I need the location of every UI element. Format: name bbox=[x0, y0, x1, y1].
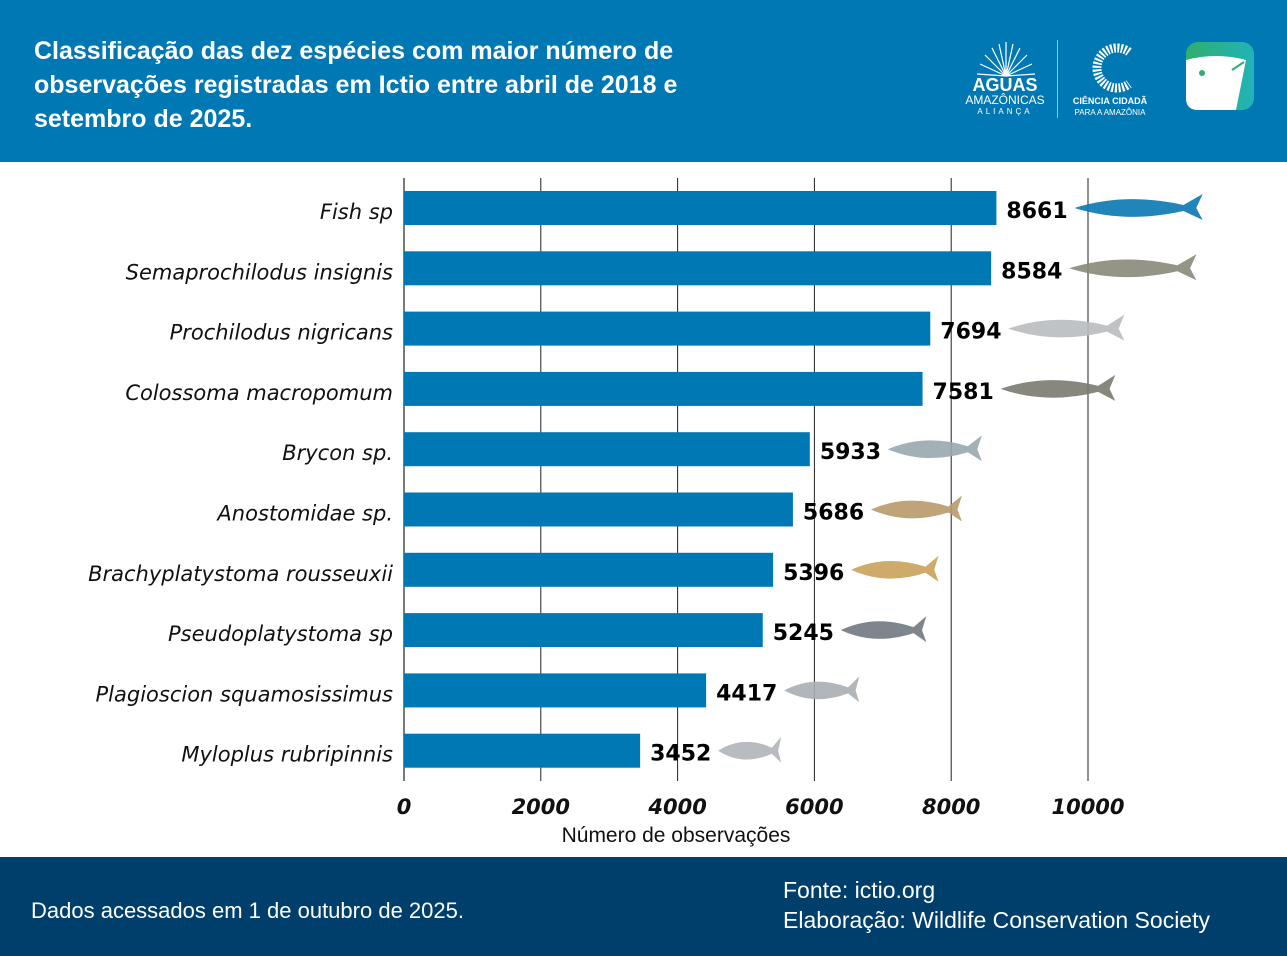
category-label: Fish sp bbox=[320, 200, 393, 224]
category-label: Colossoma macropomum bbox=[125, 381, 393, 405]
data-label: 7694 bbox=[940, 320, 1001, 345]
ciencia-logo-text: CIÊNCIA CIDADÃ bbox=[1072, 96, 1148, 106]
ciencia-cidada-logo-icon bbox=[1092, 43, 1132, 93]
fish-illustration-icon bbox=[1008, 314, 1125, 341]
credit-text: Elaboração: Wildlife Conservation Societ… bbox=[783, 907, 1210, 933]
bar bbox=[404, 613, 763, 648]
data-label: 5245 bbox=[773, 621, 834, 646]
bar bbox=[404, 371, 923, 406]
x-tick-label: 0 bbox=[397, 795, 412, 819]
category-label: Myloplus rubripinnis bbox=[181, 743, 393, 767]
data-label: 8661 bbox=[1006, 199, 1067, 224]
bar bbox=[404, 251, 992, 286]
category-label: Semaprochilodus insignis bbox=[126, 260, 393, 284]
aguas-logo-icon bbox=[976, 42, 1036, 77]
data-label: 5933 bbox=[820, 440, 881, 465]
header: Classificação das dez espécies com maior… bbox=[0, 0, 1287, 162]
data-label: 5396 bbox=[783, 561, 844, 586]
bar bbox=[404, 552, 774, 587]
bar bbox=[404, 733, 641, 768]
data-label: 5686 bbox=[803, 501, 864, 526]
ciencia-logo-subtext: PARA A AMAZÔNIA bbox=[1074, 108, 1146, 117]
category-label: Brachyplatystoma rousseuxii bbox=[88, 562, 393, 586]
x-tick-label: 6000 bbox=[785, 795, 843, 819]
category-label: Anostomidae sp. bbox=[215, 502, 393, 526]
bar-chart: 0 2000 4000 6000 8000 10000 Fish sp 8661 Semapro… bbox=[88, 178, 1203, 847]
fish-illustration-icon bbox=[1069, 254, 1197, 281]
x-tick-label: 10000 bbox=[1051, 795, 1124, 819]
fish-illustration-icon bbox=[851, 555, 939, 582]
fish-illustration-icon bbox=[1074, 194, 1203, 220]
page-title: Classificação das dez espécies com maior… bbox=[34, 37, 678, 133]
bar bbox=[404, 191, 997, 225]
source-text: Fonte: ictio.org bbox=[783, 877, 936, 903]
fish-illustration-icon bbox=[784, 676, 860, 703]
bar bbox=[404, 673, 707, 708]
aguas-logo-text: AGUAS bbox=[972, 75, 1038, 95]
logo-divider bbox=[1057, 40, 1058, 118]
x-tick-label: 8000 bbox=[922, 795, 980, 819]
category-label: Pseudoplatystoma sp bbox=[168, 622, 393, 646]
category-label: Plagioscion squamosissimus bbox=[96, 682, 394, 706]
fish-illustration-icon bbox=[840, 616, 927, 643]
aguas-logo-alianca: ALIANÇA bbox=[977, 107, 1033, 116]
x-tick-label: 4000 bbox=[647, 795, 706, 819]
bar bbox=[404, 432, 810, 467]
fish-illustration-icon bbox=[1000, 374, 1116, 401]
data-label: 7581 bbox=[933, 380, 994, 405]
access-date: Dados acessados em 1 de outubro de 2025. bbox=[31, 898, 464, 923]
footer: Dados acessados em 1 de outubro de 2025.… bbox=[0, 857, 1287, 956]
data-label: 3452 bbox=[650, 742, 711, 767]
category-label: Brycon sp. bbox=[282, 441, 393, 465]
x-axis-label: Número de observações bbox=[562, 824, 791, 847]
x-tick-label: 2000 bbox=[512, 795, 570, 819]
fish-illustration-icon bbox=[870, 495, 962, 522]
fish-illustration-icon bbox=[887, 435, 982, 462]
category-label: Prochilodus nigricans bbox=[170, 321, 393, 345]
ictio-fish-icon bbox=[1186, 42, 1254, 110]
fish-illustration-icon bbox=[718, 736, 782, 763]
aguas-logo-subtext: AMAZÔNICAS bbox=[965, 93, 1045, 107]
bar bbox=[404, 492, 793, 527]
bar bbox=[404, 311, 931, 346]
data-label: 4417 bbox=[716, 681, 777, 706]
data-label: 8584 bbox=[1001, 259, 1062, 284]
